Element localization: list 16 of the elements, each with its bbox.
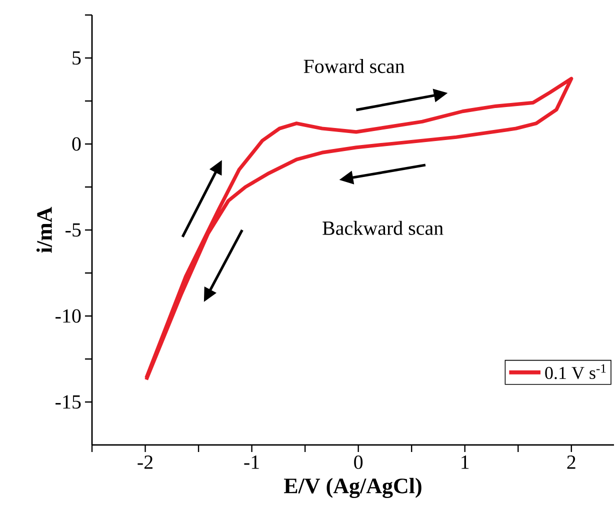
x-tick-label: 1 [462, 456, 469, 469]
y-tick-label: -10 [56, 309, 81, 323]
y-tick-label: 5 [72, 51, 81, 65]
x-tick-label: 0 [354, 456, 363, 470]
x-axis-title: E/V (Ag/AgCl) [284, 478, 422, 498]
x-tick-label: -2 [138, 456, 152, 469]
line-series [144, 76, 574, 382]
x-tick-label: -1 [244, 456, 259, 469]
y-axis-title: i/mA [36, 206, 52, 253]
annotation: Backward scan [322, 220, 444, 235]
y-tick-label: 0 [72, 137, 81, 151]
annotation: Foward scan [304, 59, 405, 74]
y-tick-label: -5 [66, 223, 81, 237]
x-tick-label: 2 [567, 456, 576, 469]
legend-label: 0.1 V s$^{-1}$ [545, 364, 606, 380]
y-tick-label: -15 [56, 395, 81, 409]
